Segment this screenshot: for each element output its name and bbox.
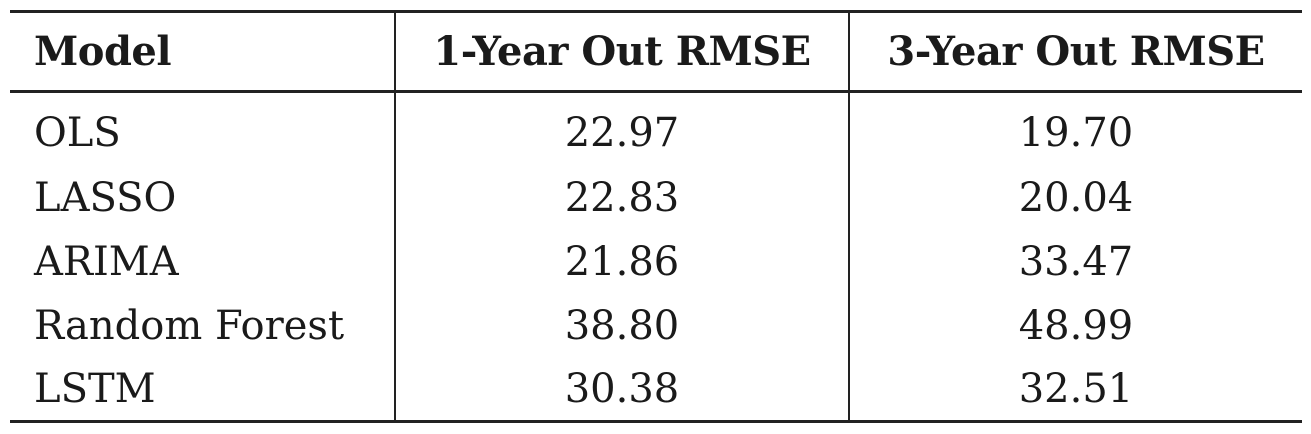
table-row: Random Forest 38.80 48.99 (10, 293, 1302, 358)
cell-3yr-rmse: 33.47 (848, 229, 1302, 294)
table-body: OLS 22.97 19.70 LASSO 22.83 20.04 ARIMA … (10, 91, 1302, 422)
cell-model: ARIMA (34, 238, 179, 285)
table-row: OLS 22.97 19.70 (10, 91, 1302, 166)
cell-model: LSTM (34, 365, 156, 412)
header-row: Model 1-Year Out RMSE 3-Year Out RMSE (10, 11, 1302, 92)
header-1yr-rmse: 1-Year Out RMSE (394, 11, 849, 92)
header-model: Model (34, 28, 172, 75)
cell-1yr-rmse: 38.80 (394, 293, 849, 358)
cell-model: OLS (34, 110, 121, 157)
cell-3yr-rmse: 32.51 (848, 357, 1302, 422)
rmse-table-container: Model 1-Year Out RMSE 3-Year Out RMSE OL… (10, 10, 1302, 423)
rmse-table: Model 1-Year Out RMSE 3-Year Out RMSE OL… (10, 10, 1302, 423)
header-3yr-rmse: 3-Year Out RMSE (848, 11, 1302, 92)
cell-model: LASSO (34, 174, 177, 221)
cell-3yr-rmse: 20.04 (848, 165, 1302, 230)
cell-1yr-rmse: 30.38 (394, 357, 849, 422)
cell-3yr-rmse: 19.70 (848, 91, 1302, 166)
cell-3yr-rmse: 48.99 (848, 293, 1302, 358)
cell-1yr-rmse: 21.86 (394, 229, 849, 294)
table-header: Model 1-Year Out RMSE 3-Year Out RMSE (10, 11, 1302, 92)
cell-model: Random Forest (34, 302, 345, 349)
cell-1yr-rmse: 22.97 (394, 91, 849, 166)
cell-1yr-rmse: 22.83 (394, 165, 849, 230)
table-row: LASSO 22.83 20.04 (10, 165, 1302, 230)
table-row: LSTM 30.38 32.51 (10, 357, 1302, 422)
table-row: ARIMA 21.86 33.47 (10, 229, 1302, 294)
